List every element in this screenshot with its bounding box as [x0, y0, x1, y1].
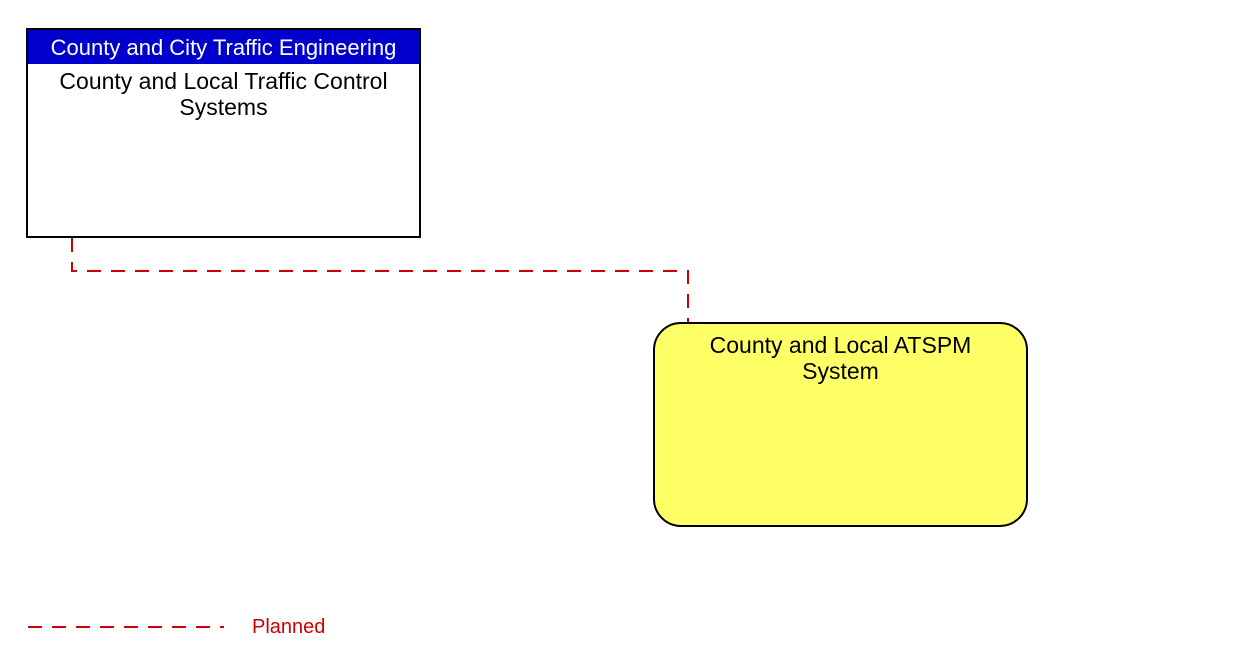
connector-line — [72, 238, 688, 322]
node-atspm-label: County and Local ATSPM System — [710, 332, 972, 384]
node-traffic-control-header: County and City Traffic Engineering — [28, 30, 419, 64]
node-traffic-control: County and City Traffic Engineering Coun… — [26, 28, 421, 238]
node-traffic-control-body: County and Local Traffic Control Systems — [28, 64, 419, 125]
legend-label: Planned — [252, 616, 325, 639]
node-atspm: County and Local ATSPM System — [653, 322, 1028, 527]
